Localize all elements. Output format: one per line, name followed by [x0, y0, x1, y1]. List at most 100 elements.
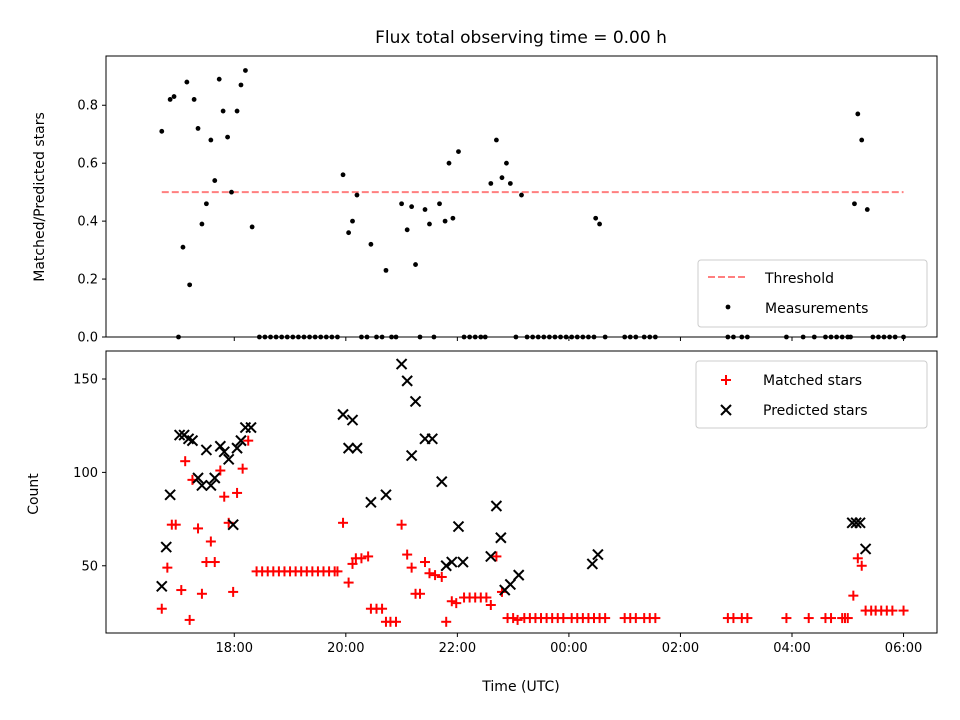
measurement-point — [461, 334, 467, 340]
y-tick-label: 0.6 — [77, 157, 98, 172]
matched-star-point — [237, 463, 248, 474]
measurement-point — [171, 94, 177, 99]
measurement-point — [580, 334, 586, 340]
measurement-point — [307, 334, 312, 340]
predicted-star-point — [245, 421, 257, 434]
measurement-point — [413, 262, 418, 267]
measurement-point — [368, 241, 374, 247]
measurement-point — [446, 160, 452, 166]
measurement-point — [622, 334, 628, 340]
measurement-point — [312, 334, 318, 340]
measurement-point — [350, 218, 355, 224]
chart-title: Flux total observing time = 0.00 h — [375, 28, 667, 48]
measurement-point — [301, 334, 307, 340]
measurement-point — [422, 207, 428, 212]
predicted-star-point — [586, 558, 599, 570]
predicted-star-point — [342, 442, 355, 454]
predicted-star-point — [196, 479, 208, 492]
predicted-star-point — [504, 578, 517, 591]
measurement-point — [176, 334, 181, 340]
measurement-point — [180, 244, 186, 250]
matched-star-point — [558, 613, 569, 624]
matched-star-point — [332, 566, 343, 577]
measurement-point — [633, 334, 639, 340]
measurement-point — [848, 334, 853, 340]
measurement-point — [374, 334, 379, 340]
legend-predicted-marker — [720, 404, 732, 416]
matched-star-point — [898, 605, 909, 616]
measurement-point — [641, 334, 647, 340]
matched-star-point — [180, 456, 191, 467]
predicted-star-point — [160, 541, 172, 553]
y-tick-label: 50 — [81, 559, 98, 574]
x-tick-label: 04:00 — [773, 641, 810, 656]
measurement-point — [256, 334, 262, 340]
measurement-point — [892, 334, 898, 340]
measurement-point — [393, 334, 399, 340]
matched-star-point — [512, 614, 523, 625]
y-tick-label: 0.0 — [77, 331, 98, 346]
measurement-point — [296, 334, 301, 340]
measurement-point — [887, 334, 892, 340]
matched-star-point — [193, 523, 204, 534]
bottom-y-axis-label: Count — [26, 473, 42, 515]
matched-star-point — [176, 585, 187, 596]
predicted-star-point — [200, 444, 213, 456]
measurement-point — [591, 334, 597, 340]
measurement-point — [839, 334, 845, 340]
axes-frame — [105, 55, 938, 338]
measurement-point — [881, 334, 887, 340]
matched-star-point — [630, 613, 641, 624]
matched-star-point — [396, 519, 407, 530]
measurement-point — [216, 76, 222, 82]
measurement-point — [513, 334, 519, 340]
measurement-point — [530, 334, 536, 340]
predicted-star-point — [192, 472, 204, 484]
measurement-point — [404, 227, 410, 233]
legend-predicted-label: Predicted stars — [763, 403, 868, 419]
matched-star-point — [162, 562, 173, 573]
measurement-point — [354, 192, 360, 198]
measurement-point — [437, 201, 442, 207]
measurement-point — [229, 189, 234, 195]
matched-star-point — [856, 560, 867, 571]
measurement-point — [187, 282, 193, 288]
top-y-axis-label: Matched/Predicted stars — [32, 112, 48, 282]
matched-star-point — [436, 571, 447, 582]
measurement-point — [647, 334, 653, 340]
measurement-point — [602, 334, 608, 340]
bottom-axes: 50 100 150 18:00 20:00 22:00 00:00 02:00 04:00 06… — [73, 350, 938, 656]
measurement-point — [864, 207, 870, 212]
measurement-point — [546, 334, 552, 340]
y-tick-label: 0.8 — [77, 99, 98, 114]
matched-star-point — [347, 558, 358, 569]
matched-star-point — [430, 570, 441, 581]
predicted-star-point — [337, 408, 349, 421]
measurement-point — [524, 334, 530, 340]
matched-star-point — [852, 553, 863, 564]
y-tick-label: 0.2 — [77, 273, 98, 288]
measurement-point — [652, 334, 658, 340]
measurement-point — [784, 334, 789, 340]
matched-star-point — [742, 613, 753, 624]
measurement-point — [284, 334, 290, 340]
measurement-point — [504, 160, 509, 166]
legend-measurements-marker — [725, 304, 731, 310]
measurement-point — [569, 334, 575, 340]
matched-star-point — [156, 603, 167, 614]
measurement-point — [383, 267, 389, 273]
measurement-point — [558, 334, 563, 340]
legend-matched-marker — [721, 375, 731, 385]
predicted-star-point — [173, 429, 186, 441]
predicted-star-point — [235, 434, 247, 447]
measurement-point — [225, 134, 230, 140]
predicted-star-point — [231, 442, 243, 454]
matched-star-point — [232, 487, 243, 498]
predicted-star-point — [850, 517, 862, 529]
measurement-point — [399, 201, 404, 207]
measurement-point — [249, 224, 255, 230]
matched-star-point — [441, 616, 452, 627]
measurement-point — [167, 97, 173, 102]
predicted-star-point — [426, 433, 438, 445]
measurement-point — [541, 334, 547, 340]
